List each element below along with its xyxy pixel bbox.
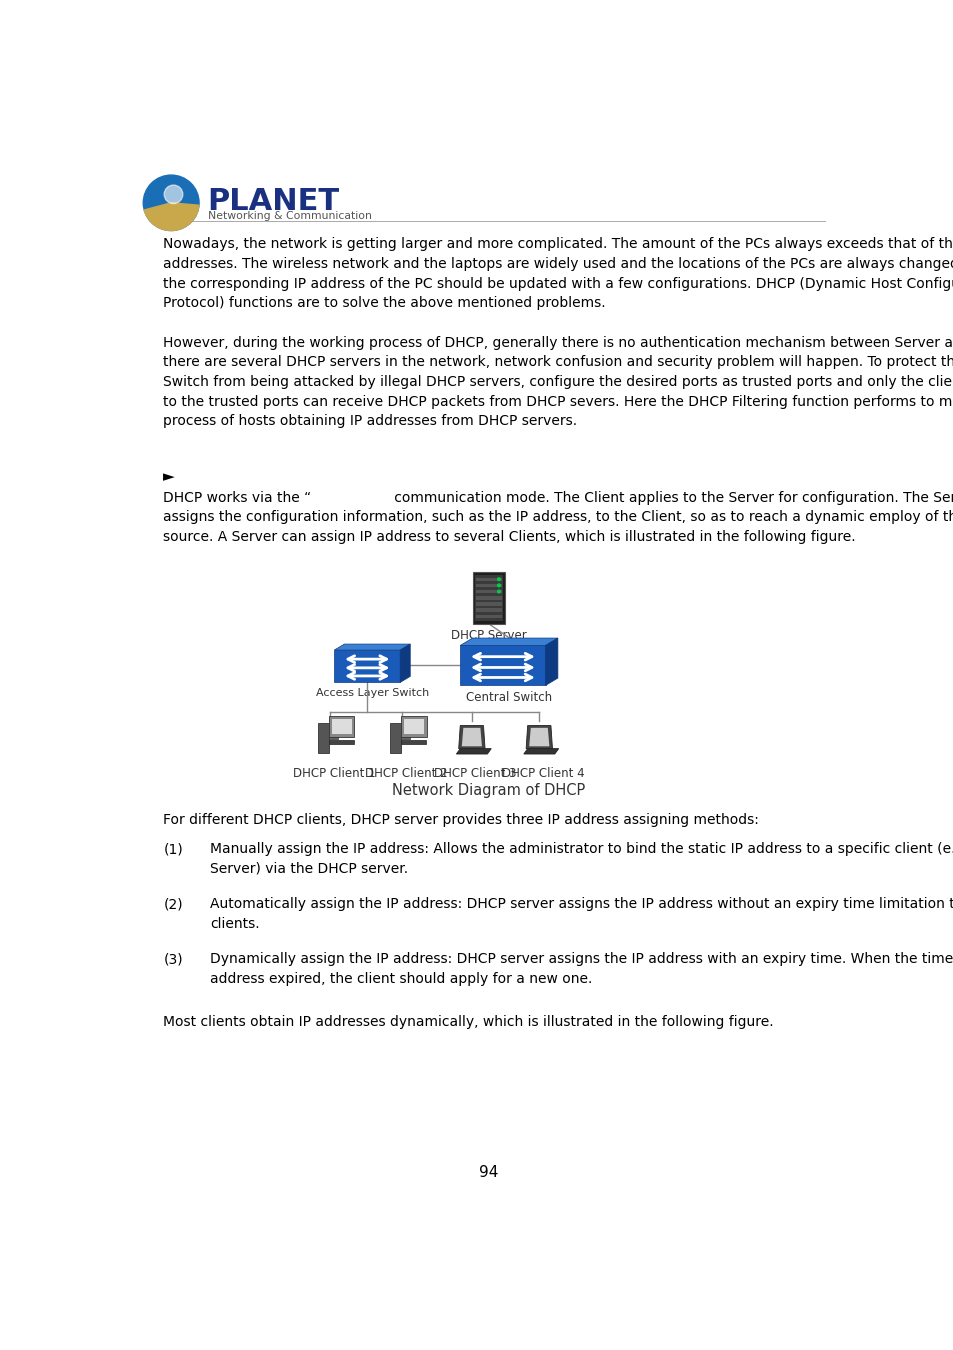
Polygon shape [525, 725, 552, 749]
Polygon shape [458, 725, 484, 749]
Text: Networking & Communication: Networking & Communication [208, 212, 371, 221]
Text: clients.: clients. [210, 917, 259, 930]
FancyBboxPatch shape [400, 717, 426, 737]
FancyBboxPatch shape [331, 732, 335, 737]
FancyBboxPatch shape [402, 732, 407, 737]
Circle shape [497, 585, 500, 587]
FancyBboxPatch shape [403, 720, 423, 734]
Text: DHCP Client 2: DHCP Client 2 [364, 767, 447, 780]
FancyBboxPatch shape [317, 722, 329, 753]
Text: there are several DHCP servers in the network, network confusion and security pr: there are several DHCP servers in the ne… [163, 355, 953, 370]
Text: 94: 94 [478, 1165, 498, 1180]
Text: DHCP Client 3: DHCP Client 3 [434, 767, 517, 780]
Text: PLANET: PLANET [208, 186, 339, 216]
Text: Network Diagram of DHCP: Network Diagram of DHCP [392, 783, 585, 798]
FancyBboxPatch shape [476, 583, 501, 587]
Text: Automatically assign the IP address: DHCP server assigns the IP address without : Automatically assign the IP address: DHC… [210, 898, 953, 911]
Wedge shape [144, 202, 199, 231]
Text: DHCP Client 4: DHCP Client 4 [501, 767, 584, 780]
Text: to the trusted ports can receive DHCP packets from DHCP severs. Here the DHCP Fi: to the trusted ports can receive DHCP pa… [163, 394, 953, 409]
Text: For different DHCP clients, DHCP server provides three IP address assigning meth: For different DHCP clients, DHCP server … [163, 813, 759, 826]
Circle shape [143, 176, 199, 231]
Text: Protocol) functions are to solve the above mentioned problems.: Protocol) functions are to solve the abo… [163, 297, 605, 310]
FancyBboxPatch shape [390, 722, 400, 753]
Circle shape [497, 578, 500, 580]
FancyBboxPatch shape [475, 575, 502, 621]
Polygon shape [545, 639, 558, 686]
FancyBboxPatch shape [329, 717, 355, 737]
FancyBboxPatch shape [328, 737, 337, 738]
FancyBboxPatch shape [329, 740, 354, 744]
Text: source. A Server can assign IP address to several Clients, which is illustrated : source. A Server can assign IP address t… [163, 531, 855, 544]
Text: (3): (3) [163, 952, 183, 967]
FancyBboxPatch shape [400, 737, 410, 738]
Circle shape [164, 185, 183, 204]
Polygon shape [459, 645, 545, 686]
Text: However, during the working process of DHCP, generally there is no authenticatio: However, during the working process of D… [163, 336, 953, 350]
Text: address expired, the client should apply for a new one.: address expired, the client should apply… [210, 972, 592, 986]
Text: Server) via the DHCP server.: Server) via the DHCP server. [210, 861, 408, 876]
Text: Switch from being attacked by illegal DHCP servers, configure the desired ports : Switch from being attacked by illegal DH… [163, 375, 953, 389]
FancyBboxPatch shape [401, 740, 426, 744]
FancyBboxPatch shape [476, 578, 501, 580]
FancyBboxPatch shape [332, 720, 352, 734]
Polygon shape [456, 749, 491, 755]
Text: Nowadays, the network is getting larger and more complicated. The amount of the : Nowadays, the network is getting larger … [163, 238, 953, 251]
Text: (2): (2) [163, 898, 183, 911]
FancyBboxPatch shape [476, 590, 501, 594]
Polygon shape [523, 749, 558, 755]
FancyBboxPatch shape [476, 614, 501, 618]
Text: the corresponding IP address of the PC should be updated with a few configuratio: the corresponding IP address of the PC s… [163, 277, 953, 290]
Text: ►: ► [163, 470, 175, 485]
Text: assigns the configuration information, such as the IP address, to the Client, so: assigns the configuration information, s… [163, 510, 953, 524]
Text: DHCP Server: DHCP Server [451, 629, 526, 641]
Text: Central Switch: Central Switch [465, 691, 552, 703]
Polygon shape [334, 651, 399, 682]
Text: Manually assign the IP address: Allows the administrator to bind the static IP a: Manually assign the IP address: Allows t… [210, 842, 953, 856]
FancyBboxPatch shape [476, 602, 501, 606]
Circle shape [497, 590, 500, 593]
Text: DHCP Client 1: DHCP Client 1 [293, 767, 375, 780]
Polygon shape [459, 639, 558, 645]
Polygon shape [399, 644, 410, 682]
Polygon shape [334, 644, 410, 651]
Text: DHCP works via the “                   communication mode. The Client applies to: DHCP works via the “ communication mode.… [163, 491, 953, 505]
Text: (1): (1) [163, 842, 183, 856]
Text: Most clients obtain IP addresses dynamically, which is illustrated in the follow: Most clients obtain IP addresses dynamic… [163, 1015, 773, 1029]
Text: Access Layer Switch: Access Layer Switch [315, 687, 429, 698]
Text: Dynamically assign the IP address: DHCP server assigns the IP address with an ex: Dynamically assign the IP address: DHCP … [210, 952, 953, 967]
FancyBboxPatch shape [476, 597, 501, 599]
FancyBboxPatch shape [472, 571, 505, 624]
FancyBboxPatch shape [476, 609, 501, 612]
Polygon shape [529, 728, 549, 747]
Text: addresses. The wireless network and the laptops are widely used and the location: addresses. The wireless network and the … [163, 256, 953, 271]
Text: process of hosts obtaining IP addresses from DHCP servers.: process of hosts obtaining IP addresses … [163, 414, 577, 428]
Polygon shape [461, 728, 481, 747]
